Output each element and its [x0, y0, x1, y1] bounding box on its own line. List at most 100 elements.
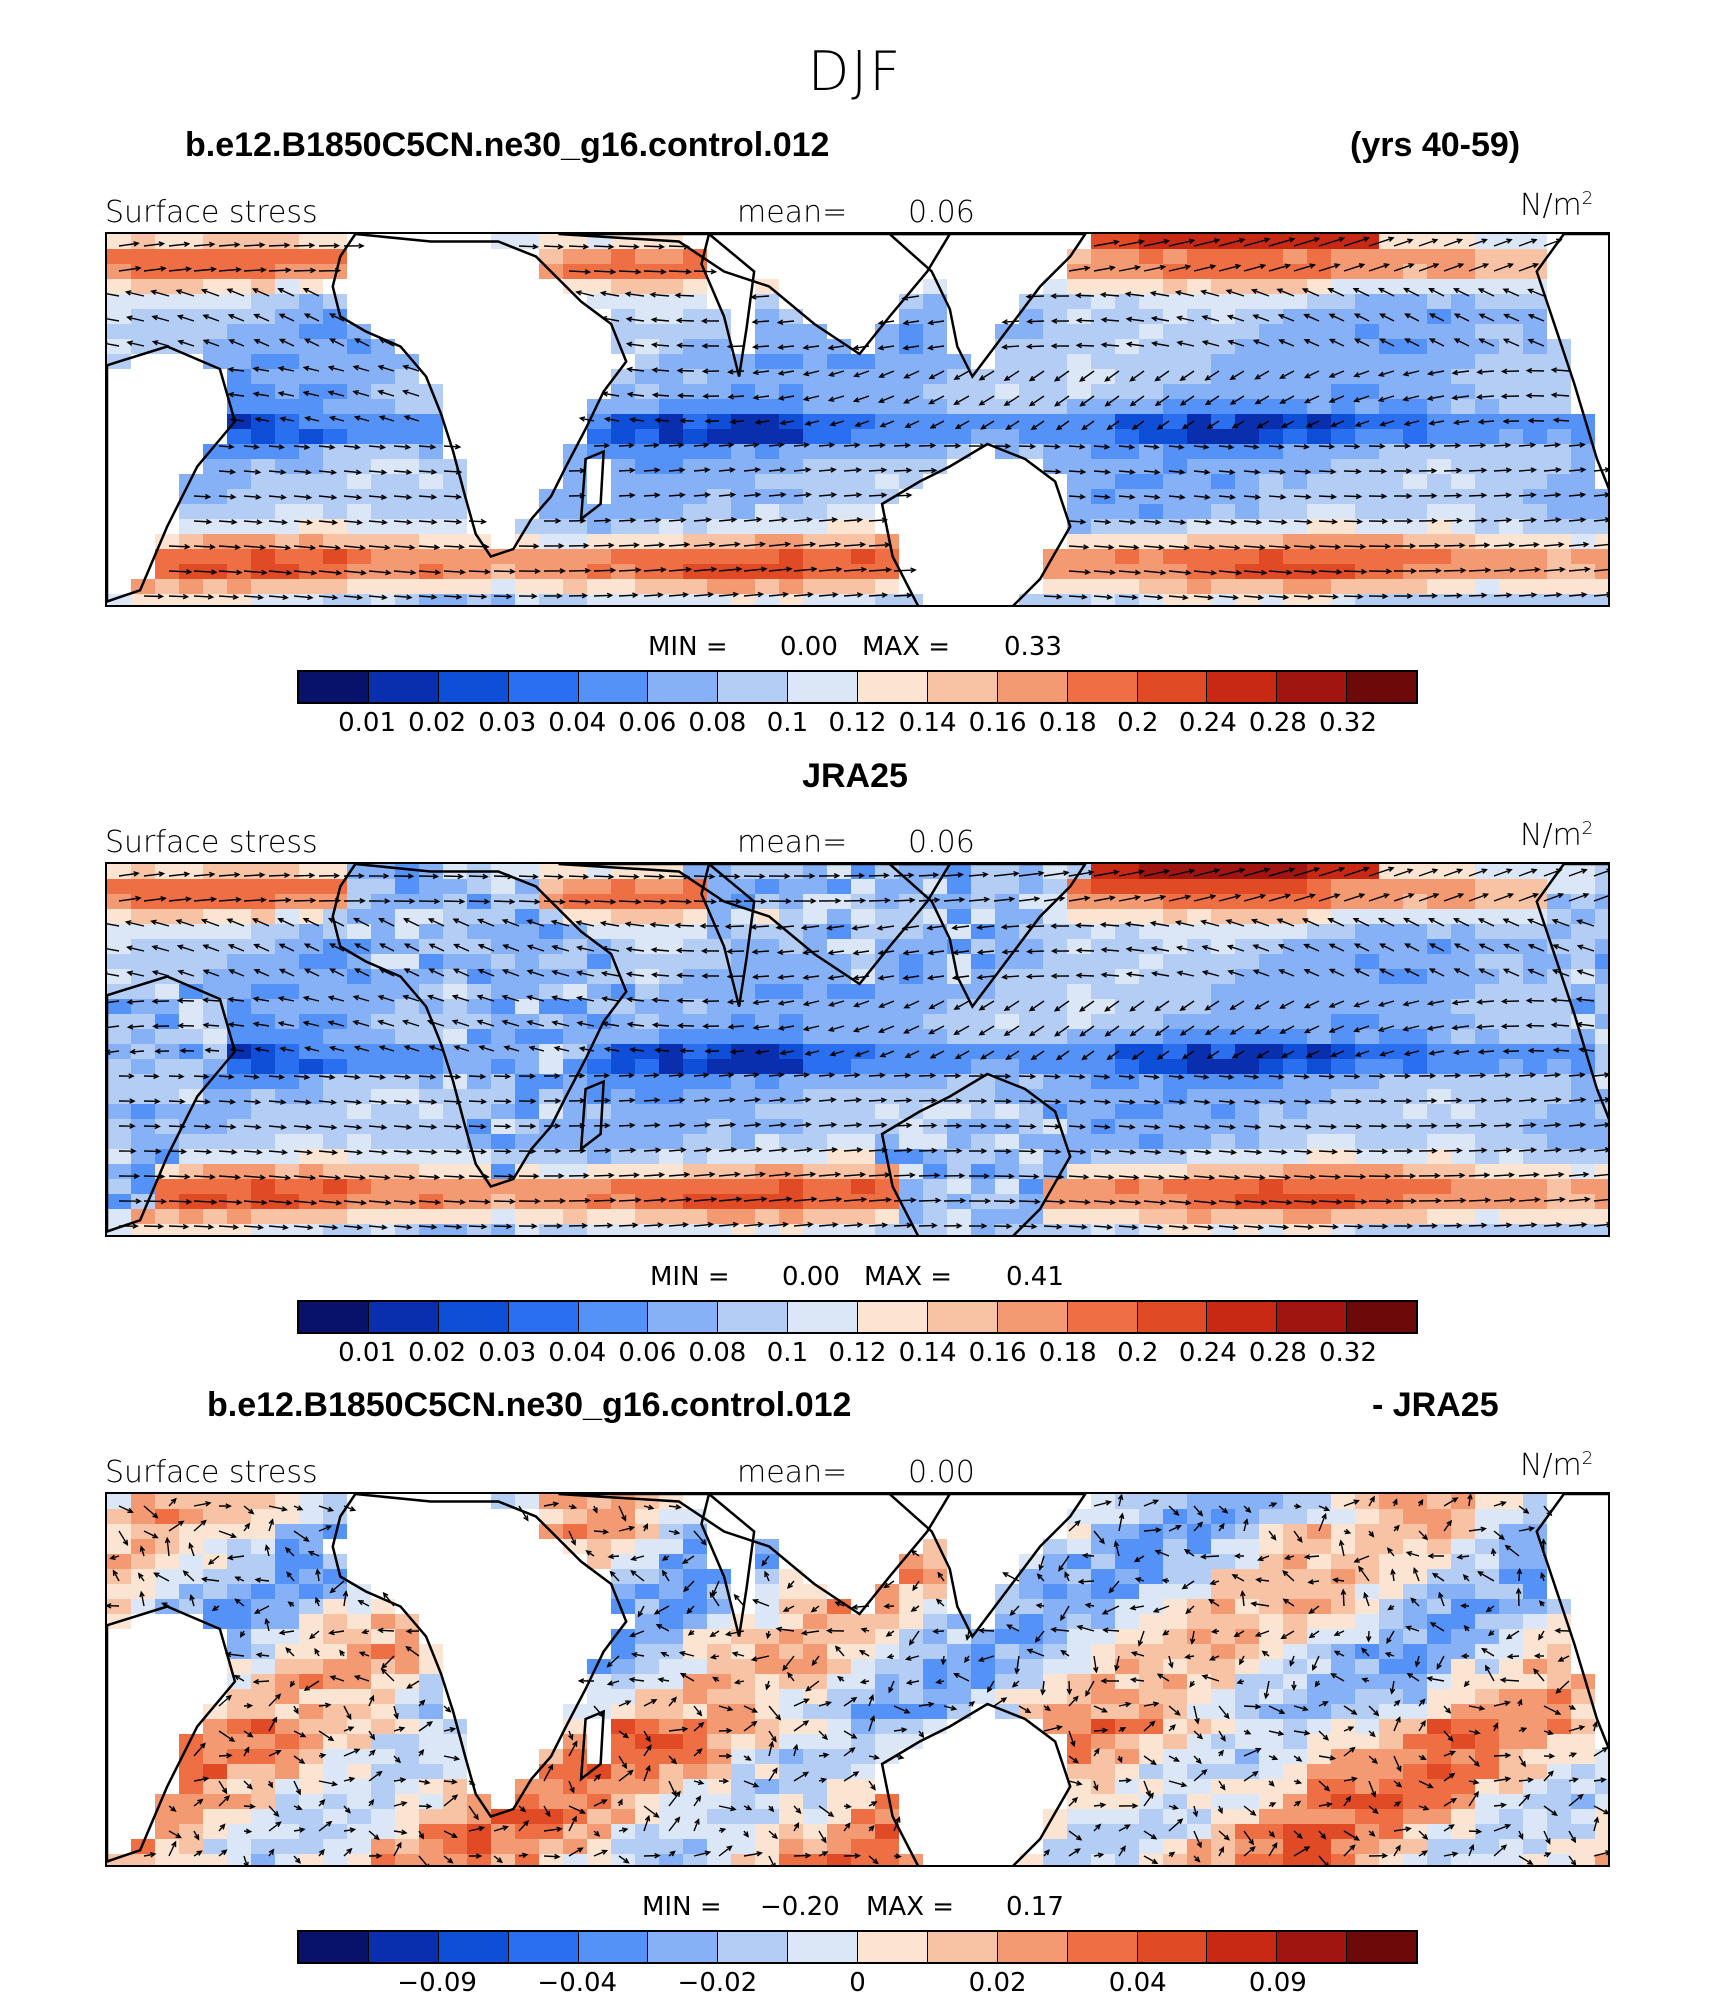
panel2-mean-label: mean=	[737, 825, 848, 860]
colorbar-tick-label: 0	[849, 1968, 866, 1998]
colorbar-swatch	[1067, 1302, 1138, 1332]
colorbar-tick-label: 0.24	[1178, 708, 1237, 738]
stress-vectors	[107, 866, 1608, 1231]
coastlines	[107, 1494, 1608, 1865]
colorbar-swatch	[1347, 1302, 1416, 1332]
panel2-variable-label: Surface stress	[105, 825, 318, 860]
panel1-map	[105, 232, 1610, 607]
colorbar-swatch	[368, 672, 439, 702]
colorbar-swatch	[718, 672, 789, 702]
panel1-unit: N/m2	[1520, 188, 1594, 223]
panel3-min-label: MIN =	[642, 1892, 722, 1922]
panel3-minus-label: - JRA25	[1372, 1386, 1499, 1424]
colorbar-swatch	[858, 1302, 928, 1332]
colorbar-tick-label: −0.04	[537, 1968, 618, 1998]
colorbar-swatch	[1347, 1932, 1416, 1962]
colorbar-swatch	[788, 672, 858, 702]
panel1-map-svg	[107, 234, 1608, 605]
colorbar-swatch	[648, 1302, 719, 1332]
colorbar-swatch	[1207, 1932, 1278, 1962]
colorbar-swatch	[299, 1932, 369, 1962]
colorbar-swatch	[508, 1302, 579, 1332]
panel3-max-value: 0.17	[1006, 1892, 1064, 1922]
panel3-colorbar	[297, 1930, 1418, 1964]
panel3-variable-label: Surface stress	[105, 1455, 318, 1490]
panel1-variable-label: Surface stress	[105, 195, 318, 230]
panel1-max-label: MAX =	[862, 632, 951, 662]
colorbar-tick-label: 0.02	[408, 1338, 467, 1368]
panel3-min-value: −0.20	[760, 1892, 840, 1922]
colorbar-swatch	[788, 1932, 858, 1962]
colorbar-swatch	[508, 1932, 579, 1962]
colorbar-swatch	[997, 1302, 1068, 1332]
colorbar-tick-label: 0.24	[1178, 1338, 1237, 1368]
panel1-mean-label: mean=	[737, 195, 848, 230]
colorbar-tick-label: 0.2	[1117, 1338, 1159, 1368]
colorbar-swatch	[1207, 672, 1278, 702]
colorbar-swatch	[927, 1302, 998, 1332]
panel1-case-title: b.e12.B1850C5CN.ne30_g16.control.012	[185, 126, 830, 164]
colorbar-swatch	[508, 672, 579, 702]
colorbar-swatch	[299, 1302, 369, 1332]
colorbar-swatch	[368, 1302, 439, 1332]
figure-title: DJF	[807, 40, 903, 103]
colorbar-tick-label: 0.12	[828, 708, 887, 738]
colorbar-tick-label: −0.09	[397, 1968, 477, 1998]
colorbar-tick-label: 0.32	[1318, 1338, 1377, 1368]
colorbar-tick-label: 0.28	[1248, 1338, 1307, 1368]
colorbar-tick-label: 0.08	[688, 708, 747, 738]
colorbar-tick-label: 0.1	[766, 1338, 809, 1368]
panel2-min-label: MIN =	[650, 1262, 730, 1292]
colorbar-swatch	[718, 1932, 789, 1962]
panel2-colorbar	[297, 1300, 1418, 1334]
colorbar-swatch	[578, 672, 649, 702]
colorbar-swatch	[578, 1302, 649, 1332]
panel3-map	[105, 1492, 1610, 1867]
panel2-map-svg	[107, 864, 1608, 1235]
colorbar-swatch	[1137, 1302, 1208, 1332]
colorbar-swatch	[648, 1932, 719, 1962]
colorbar-tick-label: 0.18	[1038, 1338, 1097, 1368]
colorbar-tick-label: 0.03	[478, 1338, 537, 1368]
panel3-unit: N/m2	[1520, 1448, 1594, 1483]
colorbar-tick-label: 0.08	[688, 1338, 747, 1368]
colorbar-swatch	[858, 1932, 928, 1962]
colorbar-tick-label: 0.09	[1248, 1968, 1307, 1998]
colorbar-tick-label: −0.02	[677, 1968, 758, 1998]
colorbar-tick-label: 0.02	[408, 708, 467, 738]
panel1-years-label: (yrs 40-59)	[1350, 126, 1521, 164]
colorbar-tick-label: 0.02	[968, 1968, 1027, 1998]
colorbar-swatch	[1207, 1302, 1278, 1332]
colorbar-swatch	[368, 1932, 439, 1962]
field-shading	[107, 234, 1608, 605]
panel2-map	[105, 862, 1610, 1237]
colorbar-tick-label: 0.06	[618, 1338, 677, 1368]
panel1-max-value: 0.33	[1004, 632, 1062, 662]
coastlines	[107, 234, 1608, 605]
colorbar-swatch	[927, 1932, 998, 1962]
colorbar-swatch	[927, 672, 998, 702]
colorbar-swatch	[578, 1932, 649, 1962]
colorbar-tick-label: 0.01	[338, 708, 397, 738]
colorbar-swatch	[997, 1932, 1068, 1962]
colorbar-swatch	[1277, 1302, 1348, 1332]
colorbar-swatch	[1277, 1932, 1348, 1962]
panel3-mean-value: 0.00	[908, 1455, 975, 1490]
colorbar-tick-label: 0.12	[828, 1338, 887, 1368]
colorbar-tick-label: 0.16	[968, 708, 1027, 738]
stress-vectors	[107, 1494, 1608, 1865]
colorbar-swatch	[997, 672, 1068, 702]
panel2-max-value: 0.41	[1006, 1262, 1064, 1292]
colorbar-swatch	[299, 672, 369, 702]
colorbar-tick-label: 0.2	[1117, 708, 1159, 738]
stress-vectors	[107, 236, 1608, 601]
colorbar-swatch	[1067, 672, 1138, 702]
panel3-case-title: b.e12.B1850C5CN.ne30_g16.control.012	[207, 1386, 852, 1424]
colorbar-tick-label: 0.14	[898, 1338, 957, 1368]
colorbar-tick-label: 0.06	[618, 708, 677, 738]
colorbar-tick-label: 0.14	[898, 708, 957, 738]
colorbar-swatch	[788, 1302, 858, 1332]
panel1-colorbar	[297, 670, 1418, 704]
field-shading	[107, 1494, 1608, 1865]
colorbar-swatch	[1137, 672, 1208, 702]
